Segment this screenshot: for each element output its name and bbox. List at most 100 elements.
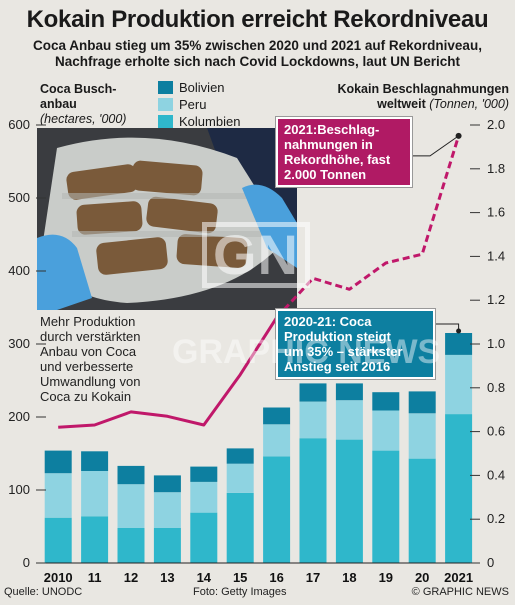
note-line-3: Anbau von Coca (40, 344, 137, 359)
seizures-callout-line-3: Rekordhöhe, fast (284, 152, 391, 167)
bar-bolivien-2010 (44, 450, 72, 474)
bar-kolumbien-16 (263, 456, 291, 563)
bar-peru-18 (335, 400, 363, 440)
x-tick-label-14: 14 (197, 570, 212, 585)
bar-bolivien-2021 (445, 333, 473, 355)
note-line-4: und verbesserte (40, 359, 134, 374)
bar-peru-12 (117, 484, 145, 528)
copyright: © GRAPHIC NEWS (411, 586, 509, 598)
bar-peru-17 (299, 401, 327, 439)
legend-swatch-peru (158, 98, 173, 111)
left-axis-unit: (hectares, '000) (40, 112, 127, 126)
x-axis-labels: 2010 11 12 13 14 15 16 17 18 19 20 2021 (44, 570, 473, 585)
legend-label-peru: Peru (179, 97, 207, 112)
seizures-callout-line-4: 2.000 Tonnen (284, 167, 367, 182)
right-tick-label-1.0: 1.0 (487, 336, 505, 351)
right-axis-title-line-2: weltweit (377, 97, 426, 111)
right-axis-title: Kokain Beschlagnahmungen weltweit (Tonne… (337, 82, 509, 112)
bar-bolivien-13 (153, 475, 181, 493)
subtitle-line-1: Coca Anbau stieg um 35% zwischen 2020 un… (33, 38, 482, 53)
note-line-1: Mehr Produktion (40, 314, 136, 329)
right-axis-title-line-1: Kokain Beschlagnahmungen (337, 82, 509, 96)
production-callout-line-2: Produktion steigt (284, 329, 391, 344)
bar-bolivien-17 (299, 383, 327, 402)
bar-bolivien-11 (81, 451, 109, 471)
right-tick-label-0.4: 0.4 (487, 467, 505, 482)
bar-layer (44, 333, 473, 563)
bar-peru-19 (372, 410, 400, 451)
bar-bolivien-12 (117, 465, 145, 485)
bar-kolumbien-18 (335, 439, 363, 563)
x-tick-label-16: 16 (269, 570, 283, 585)
left-axis-ticks: 0 100 200 300 400 500 600 (8, 117, 46, 570)
left-tick-label-600: 600 (8, 117, 30, 132)
bar-peru-11 (81, 471, 109, 517)
bar-kolumbien-2010 (44, 517, 72, 563)
bar-peru-15 (226, 463, 254, 493)
x-tick-label-2010: 2010 (44, 570, 73, 585)
bar-peru-2010 (44, 473, 72, 518)
bar-bolivien-19 (372, 392, 400, 411)
source-note: Quelle: UNODC (4, 586, 83, 598)
x-tick-label-19: 19 (379, 570, 393, 585)
left-tick-label-300: 300 (8, 336, 30, 351)
note-line-2: durch verstärkten (40, 329, 141, 344)
bar-peru-14 (190, 482, 218, 513)
page-title: Kokain Produktion erreicht Rekordniveau (26, 6, 489, 33)
right-tick-label-0.6: 0.6 (487, 424, 505, 439)
seizures-callout-line-1: 2021:Beschlag- (284, 122, 380, 137)
production-callout: 2020-21: Coca Produktion steigt um 35% –… (275, 308, 436, 380)
production-callout-line-3: um 35% – stärkster (284, 344, 403, 359)
left-axis-title-line-2: anbau (40, 97, 77, 111)
left-tick-label-400: 400 (8, 263, 30, 278)
left-tick-label-200: 200 (8, 409, 30, 424)
right-tick-label-1.6: 1.6 (487, 205, 505, 220)
note-line-6: Coca zu Kokain (40, 389, 132, 404)
right-axis-ticks: 0 0.2 0.4 0.6 0.8 1.0 1.2 1.4 1.6 1.8 2.0 (470, 117, 505, 570)
subtitle: Coca Anbau stieg um 35% zwischen 2020 un… (6, 38, 509, 70)
x-tick-label-11: 11 (88, 570, 102, 585)
bar-bolivien-15 (226, 448, 254, 464)
production-note: Mehr Produktion durch verstärkten Anbau … (40, 314, 178, 404)
production-callout-line-1: 2020-21: Coca (284, 314, 372, 329)
left-axis-title-line-1: Coca Busch- (40, 82, 117, 96)
right-tick-label-1.4: 1.4 (487, 248, 505, 263)
bar-kolumbien-20 (408, 458, 436, 563)
bar-kolumbien-15 (226, 492, 254, 563)
production-callout-leader (435, 323, 460, 331)
left-axis-title: Coca Busch- anbau (hectares, '000) (40, 82, 126, 127)
bar-kolumbien-13 (153, 528, 181, 563)
x-tick-label-12: 12 (124, 570, 138, 585)
bar-peru-16 (263, 424, 291, 457)
right-tick-label-0: 0 (487, 555, 494, 570)
bar-bolivien-14 (190, 466, 218, 482)
legend-label-kolumbien: Kolumbien (179, 114, 241, 129)
left-tick-label-0: 0 (23, 555, 30, 570)
bar-kolumbien-19 (372, 450, 400, 563)
right-tick-label-2.0: 2.0 (487, 117, 505, 132)
x-tick-label-15: 15 (233, 570, 247, 585)
legend-swatch-kolumbien (158, 115, 173, 128)
x-tick-label-13: 13 (160, 570, 174, 585)
bar-peru-20 (408, 413, 436, 459)
right-tick-label-1.8: 1.8 (487, 161, 505, 176)
x-tick-label-17: 17 (306, 570, 320, 585)
left-tick-label-500: 500 (8, 190, 30, 205)
watermark-text: GRAPHIC NEWS (172, 333, 441, 371)
left-tick-label-100: 100 (8, 482, 30, 497)
photo-credit: Foto: Getty Images (193, 586, 287, 598)
watermark-logo: GN (202, 222, 310, 288)
right-tick-label-0.2: 0.2 (487, 511, 505, 526)
bar-peru-13 (153, 492, 181, 528)
legend-swatch-bolivien (158, 81, 173, 94)
subtitle-line-2: Nachfrage erholte sich nach Covid Lockdo… (54, 54, 461, 69)
bar-kolumbien-12 (117, 528, 145, 563)
legend-label-bolivien: Bolivien (179, 80, 225, 95)
note-line-5: Umwandlung von (40, 374, 141, 389)
bar-bolivien-20 (408, 391, 436, 414)
production-callout-line-4: Anstieg seit 2016 (284, 359, 391, 374)
production-2021-marker (456, 328, 462, 334)
x-tick-label-20: 20 (415, 570, 429, 585)
bar-bolivien-16 (263, 407, 291, 425)
